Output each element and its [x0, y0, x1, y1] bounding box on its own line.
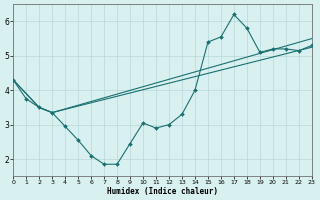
- X-axis label: Humidex (Indice chaleur): Humidex (Indice chaleur): [107, 187, 218, 196]
